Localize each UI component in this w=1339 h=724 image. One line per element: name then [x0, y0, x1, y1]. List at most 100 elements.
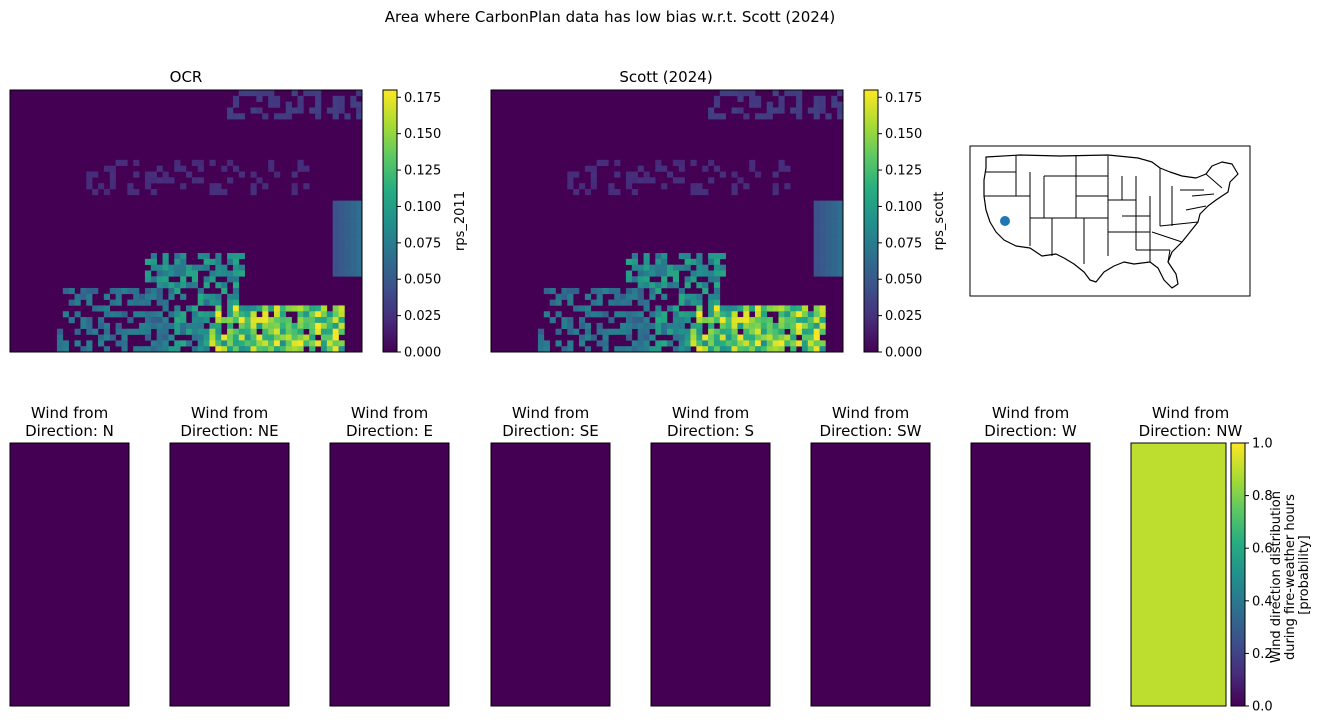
heatmap-cell — [831, 247, 838, 254]
heatmap-cell — [631, 311, 638, 318]
heatmap-cell — [297, 165, 304, 172]
heatmap-cell — [678, 346, 685, 353]
location-marker — [1000, 216, 1010, 226]
heatmap-cell — [227, 346, 234, 353]
heatmap-cell — [790, 328, 797, 335]
heatmap-cell — [203, 334, 210, 341]
wind-panel-title-line1: Wind from — [191, 404, 268, 422]
wind-colorbar-label-line2: during fire-weather hours — [1283, 494, 1298, 660]
heatmap-cell — [819, 235, 826, 242]
heatmap-cell — [109, 183, 116, 190]
heatmap-cell — [203, 264, 210, 271]
heatmap-cell — [825, 229, 832, 236]
heatmap-cell — [338, 270, 345, 277]
heatmap-cell — [713, 311, 721, 318]
heatmap-cell — [790, 107, 797, 114]
heatmap-cell — [637, 322, 644, 330]
heatmap-cell — [338, 247, 345, 254]
heatmap-cell — [297, 322, 304, 330]
heatmap-cell — [162, 299, 169, 306]
heatmap-cell — [103, 293, 111, 300]
heatmap-cell — [144, 276, 152, 283]
heatmap-cell — [332, 235, 339, 242]
heatmap-cell — [637, 293, 644, 300]
heatmap-cell — [690, 270, 697, 277]
heatmap-cell — [837, 270, 844, 277]
heatmap-cell — [731, 107, 738, 114]
heatmap-cell — [696, 322, 703, 330]
heatmap-cell — [573, 188, 580, 196]
heatmap-cell — [667, 171, 674, 178]
heatmap-cell — [831, 253, 838, 260]
heatmap-cell — [684, 253, 691, 260]
wind-panel-title-line1: Wind from — [512, 404, 589, 422]
heatmap-cell — [221, 165, 228, 172]
heatmap-cell — [737, 334, 744, 341]
heatmap-cell — [180, 253, 187, 260]
heatmap-cell — [620, 346, 627, 353]
heatmap-cell — [315, 322, 322, 330]
heatmap-cell — [584, 188, 592, 196]
heatmap-cell — [256, 95, 263, 102]
heatmap-cell — [713, 95, 721, 102]
heatmap-cell — [801, 311, 809, 318]
heatmap-cell — [737, 107, 744, 114]
heatmap-cell — [221, 188, 228, 196]
heatmap-cell — [702, 270, 709, 277]
heatmap-cell — [743, 317, 750, 324]
heatmap-cell — [221, 346, 228, 353]
heatmap-cell — [766, 340, 773, 347]
heatmap-cell — [262, 317, 269, 324]
heatmap-cell — [344, 113, 351, 120]
heatmap-cell — [133, 188, 140, 196]
heatmap-cell — [109, 171, 116, 178]
heatmap-cell — [819, 223, 826, 231]
heatmap-cell — [643, 171, 650, 178]
heatmap-cell — [813, 113, 820, 120]
heatmap-cell — [672, 334, 680, 341]
heatmap-cell — [62, 346, 69, 353]
heatmap-cell — [74, 311, 81, 318]
heatmap-cell — [625, 311, 633, 318]
heatmap-cell — [772, 188, 779, 196]
colorbar-tick-label: 0.100 — [885, 200, 922, 215]
heatmap-cell — [168, 177, 175, 184]
heatmap-cell — [320, 322, 328, 330]
heatmap-cell — [221, 317, 228, 324]
heatmap-cell — [215, 334, 222, 341]
heatmap-cell — [831, 95, 838, 102]
heatmap-cell — [760, 311, 768, 318]
heatmap-cell — [755, 171, 762, 178]
heatmap-cell — [708, 258, 715, 265]
heatmap-cell — [749, 328, 756, 335]
heatmap-cell — [127, 183, 134, 190]
heatmap-cell — [350, 200, 357, 207]
heatmap-cell — [614, 188, 621, 196]
heatmap-cell — [649, 282, 656, 289]
heatmap-cell — [713, 299, 721, 306]
heatmap-cell — [573, 328, 580, 335]
heatmap-cell — [819, 258, 826, 265]
heatmap-cell — [356, 253, 363, 260]
heatmap-cell — [338, 95, 345, 102]
heatmap-cell — [678, 287, 685, 295]
heatmap-cell — [297, 328, 304, 335]
heatmap-cell — [567, 322, 574, 330]
heatmap-cell — [784, 322, 791, 330]
heatmap-cell — [831, 200, 838, 207]
heatmap-cell — [549, 287, 556, 295]
heatmap-cell — [655, 311, 662, 318]
heatmap-cell — [702, 287, 709, 295]
heatmap-cell — [274, 322, 281, 330]
heatmap-cell — [238, 305, 245, 312]
colorbar-tick-label: 0.000 — [885, 346, 922, 361]
heatmap-cell — [755, 322, 762, 330]
heatmap-cell — [608, 287, 615, 295]
heatmap-cell — [150, 293, 157, 300]
heatmap-cell — [708, 311, 715, 318]
heatmap-cell — [68, 287, 75, 295]
heatmap-cell — [637, 328, 644, 335]
heatmap-cell — [766, 334, 773, 341]
heatmap-cell — [678, 253, 685, 260]
